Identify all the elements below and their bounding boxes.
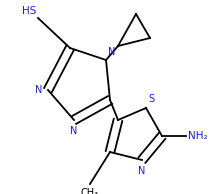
Text: HS: HS: [22, 6, 36, 16]
Text: N: N: [108, 47, 115, 57]
Text: NH₂: NH₂: [188, 131, 208, 141]
Text: N: N: [70, 126, 78, 136]
Text: N: N: [35, 85, 42, 95]
Text: N: N: [138, 166, 146, 176]
Text: S: S: [148, 94, 154, 104]
Text: CH₃: CH₃: [81, 188, 99, 194]
